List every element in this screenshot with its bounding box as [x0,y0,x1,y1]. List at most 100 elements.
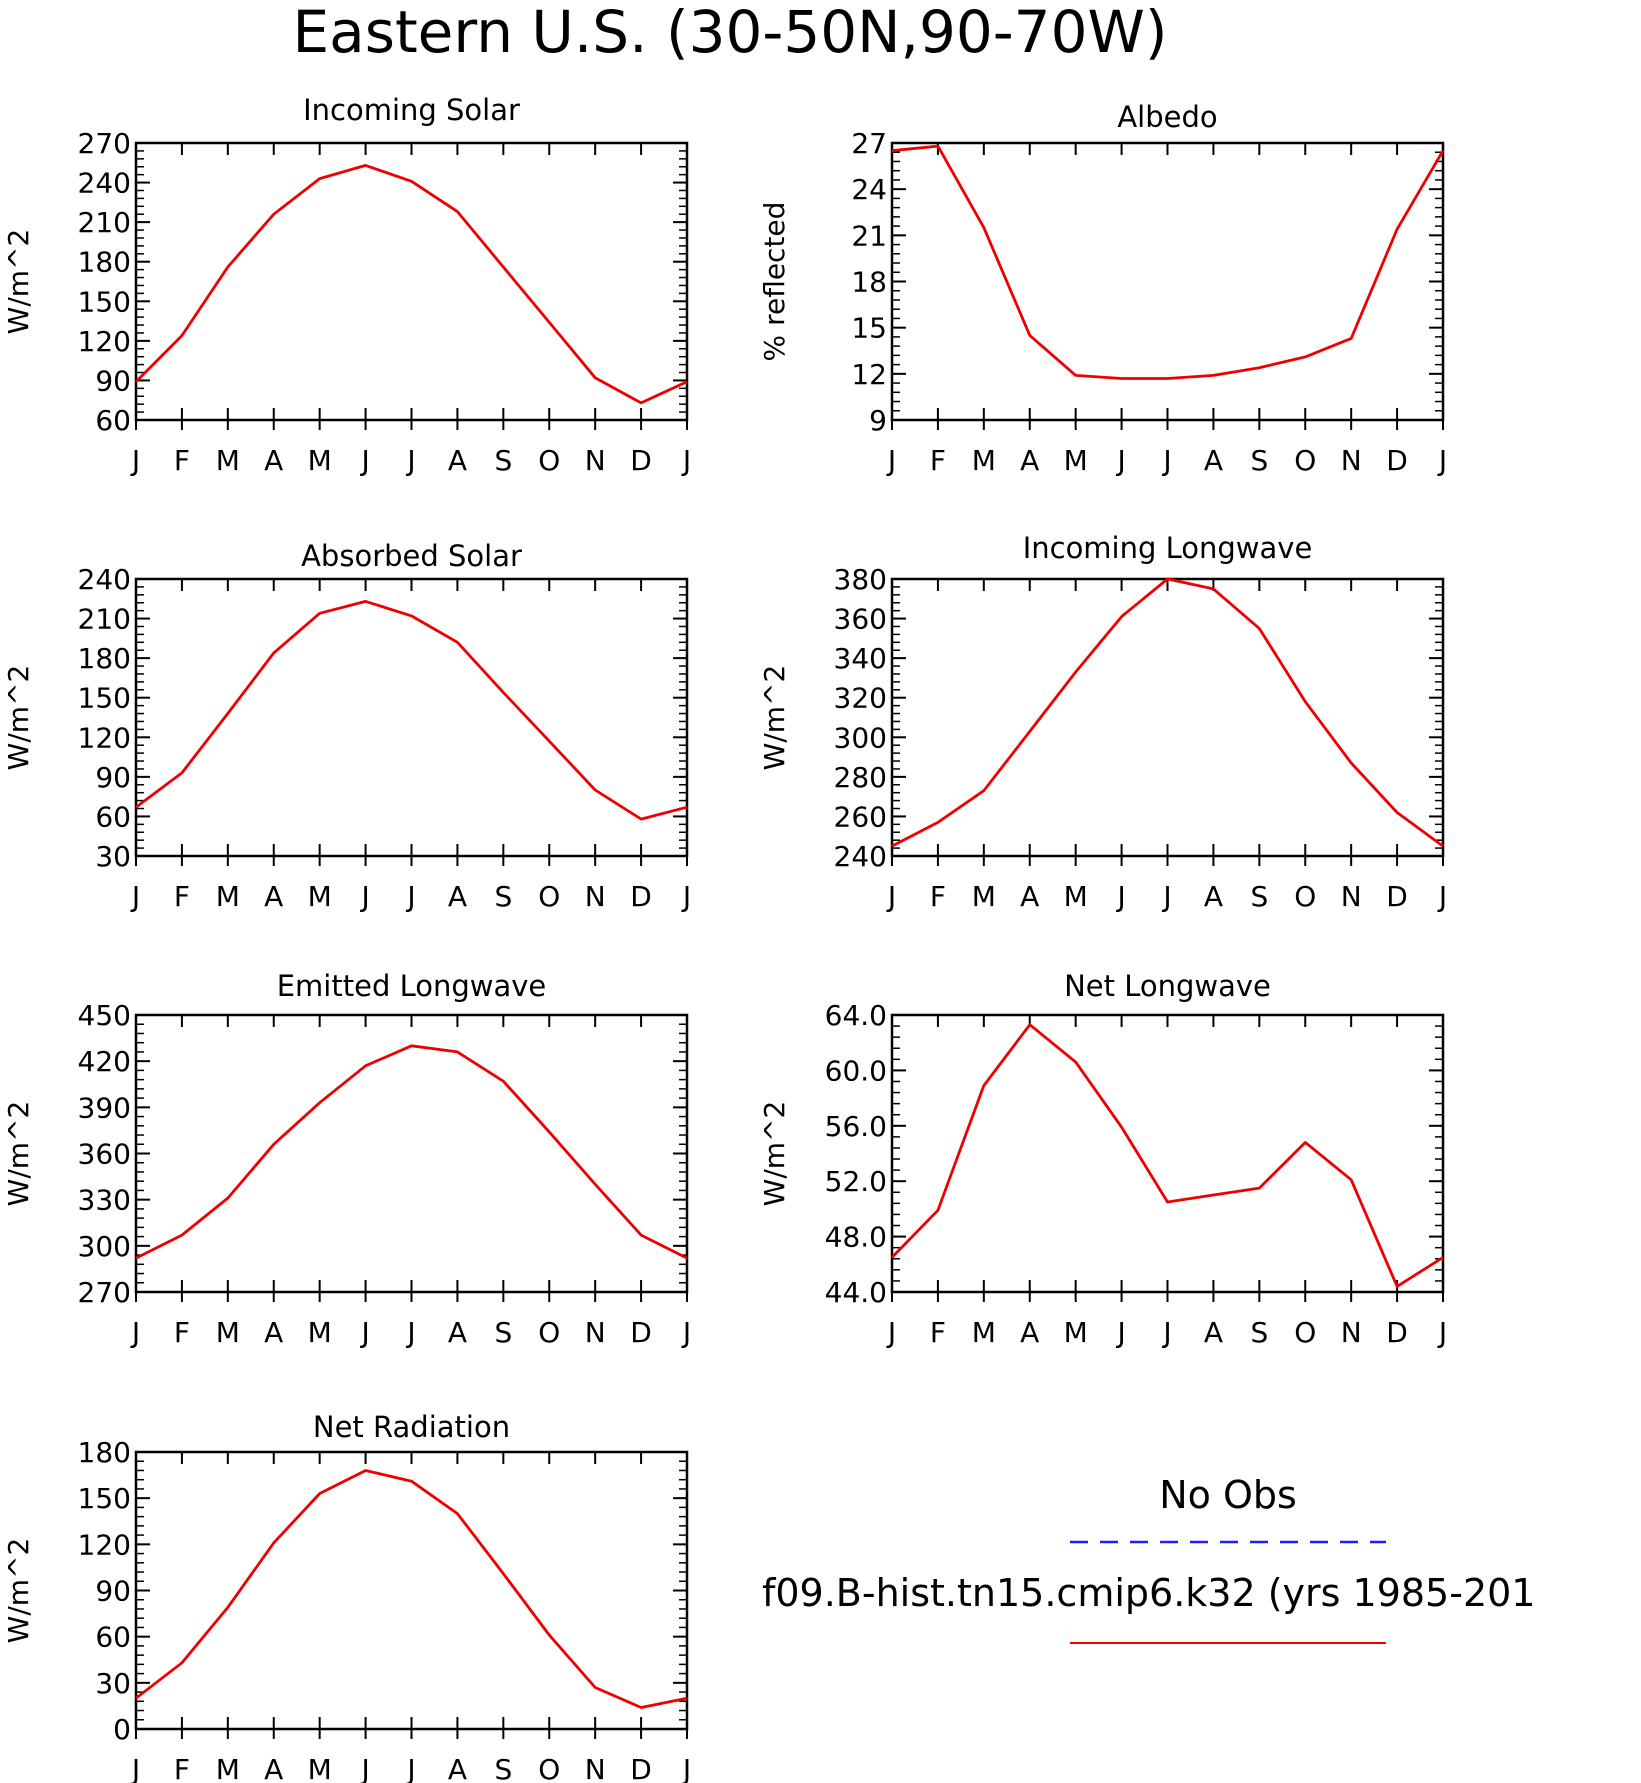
y-tick-label: 30 [95,840,131,873]
y-tick-label: 120 [78,721,131,754]
x-tick-label: M [308,880,332,913]
y-tick-label: 60 [95,404,131,437]
x-tick-label: N [585,1753,606,1783]
x-tick-label: J [1115,880,1125,913]
plot-frame [134,1013,689,1294]
y-tick-label: 90 [95,761,131,794]
x-tick-label: D [630,880,652,913]
y-tick-label: 120 [78,1528,131,1561]
y-tick-label: 21 [851,219,887,252]
y-tick-label: 180 [78,246,131,279]
x-tick-label: M [308,444,332,477]
x-tick-label: M [972,880,996,913]
y-tick-label: 30 [95,1667,131,1700]
x-tick-label: J [359,1753,369,1783]
x-tick-label: S [494,1316,512,1349]
figure-title: Eastern U.S. (30-50N,90-70W) [293,0,1168,66]
y-tick-label: 90 [95,364,131,397]
x-tick-label: J [681,1753,691,1783]
x-tick-label: J [1161,444,1171,477]
x-tick-label: J [1161,1316,1171,1349]
y-tick-label: 27 [851,127,887,160]
y-tick-label: 320 [834,682,887,715]
x-tick-label: S [494,880,512,913]
plot-frame [134,1450,689,1731]
x-tick-label: J [405,1753,415,1783]
legend-obs-label: No Obs [1159,1473,1297,1517]
y-tick-label: 15 [851,312,887,345]
x-tick-label: O [1294,880,1316,913]
y-tick-label: 300 [78,1230,131,1263]
y-tick-label: 60.0 [825,1054,887,1087]
x-tick-label: M [1064,880,1088,913]
x-tick-label: N [585,444,606,477]
x-tick-label: J [359,880,369,913]
y-tick-label: 48.0 [825,1221,887,1254]
x-tick-label: N [1341,1316,1362,1349]
x-tick-label: O [538,880,560,913]
x-tick-label: F [174,1753,190,1783]
y-tick-label: 270 [78,1276,131,1309]
y-axis-label: % reflected [758,202,791,362]
x-tick-label: M [308,1316,332,1349]
x-tick-label: J [405,444,415,477]
x-tick-label: F [930,444,946,477]
x-tick-label: D [630,1753,652,1783]
x-tick-label: J [681,444,691,477]
x-tick-label: O [538,1753,560,1783]
x-tick-label: N [1341,444,1362,477]
x-tick-label: O [538,444,560,477]
x-tick-label: N [585,1316,606,1349]
x-tick-label: J [1115,444,1125,477]
x-tick-label: A [448,880,467,913]
y-tick-label: 64.0 [825,999,887,1032]
x-tick-label: J [681,1316,691,1349]
x-tick-label: A [448,1753,467,1783]
y-tick-label: 150 [78,285,131,318]
x-tick-label: J [1437,1316,1447,1349]
x-tick-label: A [264,1753,283,1783]
x-tick-label: A [1020,880,1039,913]
plot-frame [890,1013,1445,1294]
y-tick-label: 270 [78,127,131,160]
x-tick-label: J [130,444,140,477]
x-tick-label: A [1204,880,1223,913]
x-tick-label: M [216,880,240,913]
y-tick-label: 52.0 [825,1165,887,1198]
x-tick-label: A [1204,444,1223,477]
y-tick-label: 18 [851,266,887,299]
y-tick-label: 240 [78,563,131,596]
y-tick-label: 360 [78,1138,131,1171]
x-tick-label: M [216,1316,240,1349]
x-tick-label: S [494,444,512,477]
x-tick-label: D [1386,880,1408,913]
y-tick-label: 150 [78,682,131,715]
x-tick-label: A [264,880,283,913]
x-tick-label: D [630,444,652,477]
x-tick-label: A [264,444,283,477]
y-tick-label: 450 [78,999,131,1032]
y-axis-label: W/m^2 [2,1538,35,1644]
x-tick-label: S [1250,444,1268,477]
y-tick-label: 210 [78,603,131,636]
y-tick-label: 280 [834,761,887,794]
x-tick-label: J [359,1316,369,1349]
plot-frame [890,577,1445,858]
x-tick-label: J [130,1753,140,1783]
y-tick-label: 90 [95,1575,131,1608]
x-tick-label: A [1204,1316,1223,1349]
series-line [135,1044,688,1260]
x-tick-label: S [1250,880,1268,913]
x-tick-label: J [130,880,140,913]
series-line [891,144,1445,380]
x-tick-label: O [1294,1316,1316,1349]
x-tick-label: J [1115,1316,1125,1349]
y-tick-label: 24 [851,173,887,206]
x-tick-label: N [585,880,606,913]
